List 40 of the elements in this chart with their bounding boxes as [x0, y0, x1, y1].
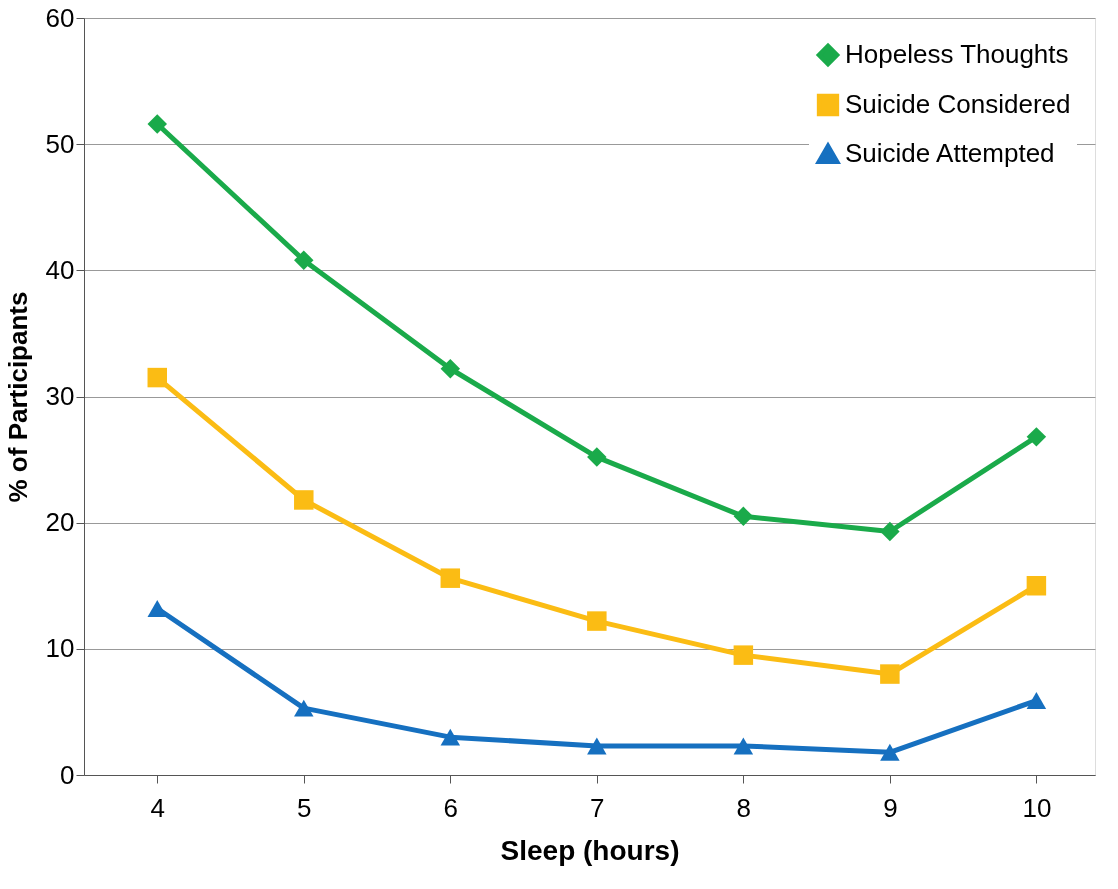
- point: [147, 114, 168, 134]
- y-tick-label: 10: [45, 633, 75, 664]
- point: [587, 737, 607, 755]
- y-tick-label: 0: [60, 759, 75, 790]
- point: [440, 359, 461, 379]
- point: [1026, 427, 1047, 447]
- legend-label: Suicide Attempted: [845, 138, 1055, 168]
- point: [880, 521, 900, 542]
- y-tick-label: 20: [45, 507, 75, 538]
- point: [1026, 692, 1047, 709]
- x-tick-label: 5: [297, 792, 312, 823]
- y-tick-label: 30: [45, 381, 75, 411]
- point: [147, 367, 168, 388]
- point: [294, 699, 314, 717]
- point: [440, 728, 461, 746]
- x-tick-label: 9: [883, 792, 898, 823]
- point: [733, 645, 754, 665]
- x-tick-label: 10: [1022, 792, 1052, 823]
- point: [294, 490, 314, 510]
- x-axis-title: Sleep (hours): [500, 834, 680, 866]
- point: [733, 737, 754, 755]
- legend-label: Suicide Considered: [845, 89, 1071, 119]
- legend-label: Hopeless Thoughts: [845, 39, 1069, 69]
- point: [587, 611, 607, 631]
- point: [880, 743, 900, 761]
- x-tick-label: 7: [590, 792, 605, 823]
- point: [294, 250, 314, 270]
- point: [440, 568, 461, 588]
- x-tick-label: 8: [736, 792, 752, 823]
- x-tick-label: 6: [443, 792, 459, 823]
- y-tick-label: 60: [45, 2, 75, 33]
- x-tick-label: 4: [150, 792, 165, 823]
- point: [880, 664, 900, 684]
- point: [1026, 576, 1047, 596]
- y-tick-label: 40: [45, 254, 75, 285]
- point: [147, 600, 168, 617]
- y-axis-title: % of Participants: [2, 291, 33, 503]
- point: [733, 506, 754, 527]
- point: [587, 447, 607, 467]
- y-tick-label: 50: [45, 128, 75, 159]
